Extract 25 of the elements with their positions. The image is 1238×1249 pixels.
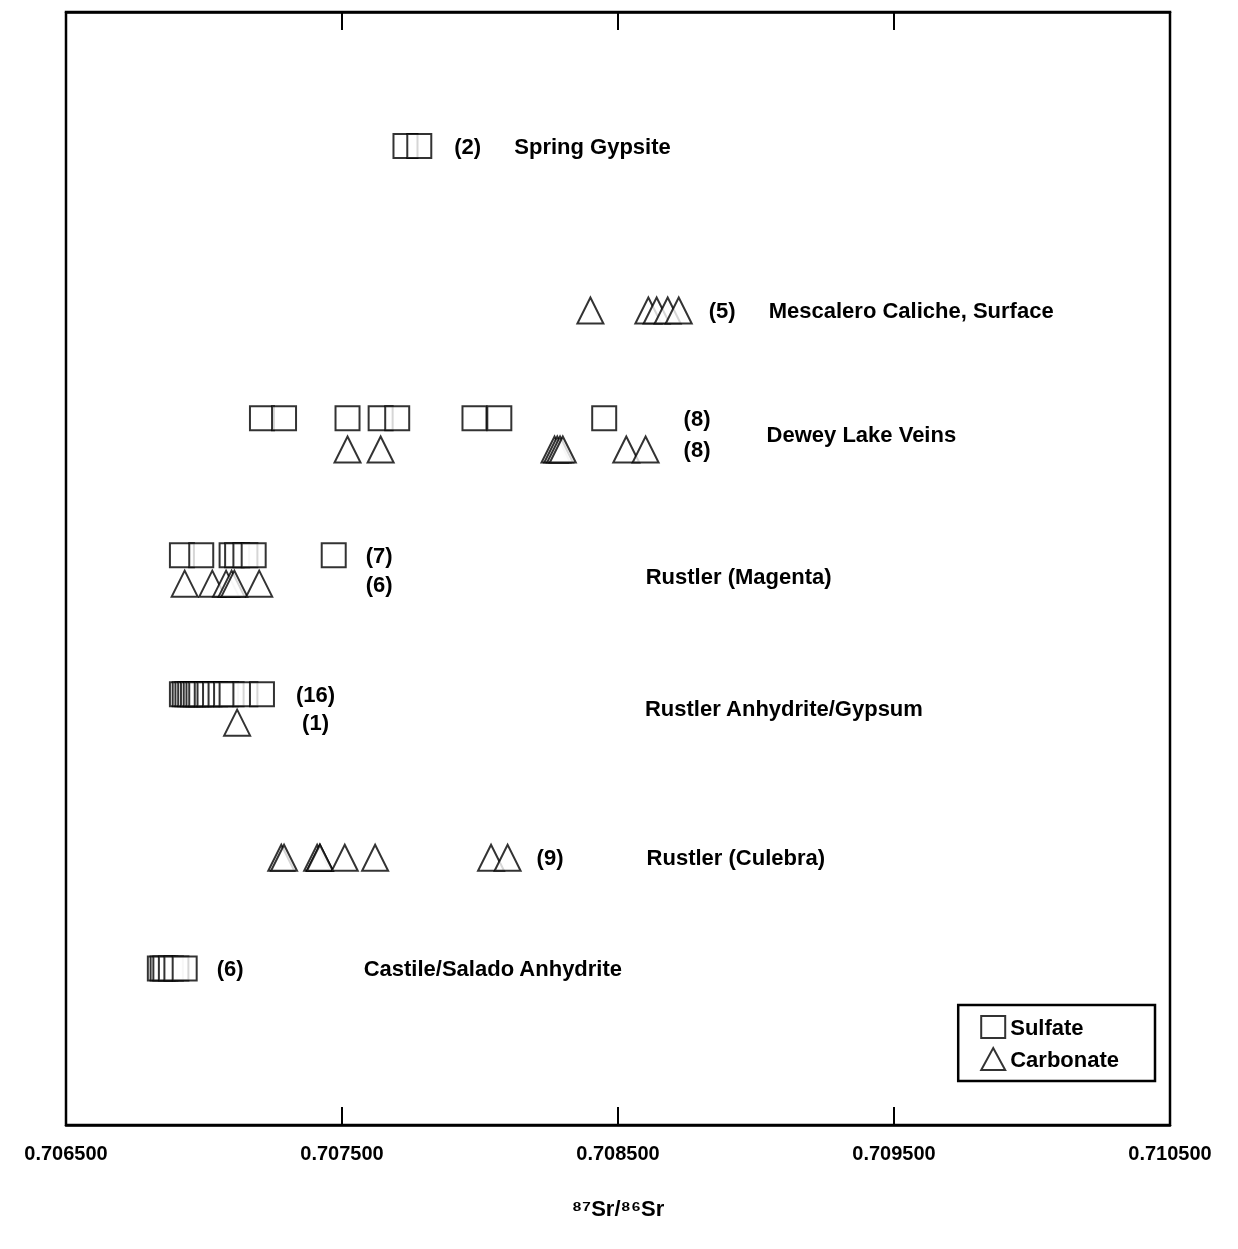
annotation: Rustler Anhydrite/Gypsum — [644, 695, 923, 721]
annotation: Mescalero Caliche, Surface — [768, 298, 1054, 324]
x-tick-label: 0.706500 — [24, 1142, 108, 1164]
annotation: (6) — [216, 955, 244, 981]
x-tick-label: 0.707500 — [300, 1142, 384, 1164]
annotation: Castile/Salado Anhydrite — [363, 955, 623, 981]
annotation: (7) — [365, 542, 393, 568]
annotation: (2) — [454, 133, 482, 159]
annotation: (8) — [683, 406, 711, 432]
annotation: Spring Gypsite — [514, 133, 671, 159]
x-axis-title: ⁸⁷Sr/⁸⁶Sr — [571, 1195, 665, 1221]
annotation: (8) — [683, 437, 711, 463]
annotation: (6) — [365, 571, 393, 597]
annotation: (1) — [302, 710, 330, 736]
annotation: (5) — [708, 298, 736, 324]
x-tick-label: 0.708500 — [576, 1142, 660, 1164]
annotation: (16) — [295, 681, 336, 707]
annotation: Dewey Lake Veins — [766, 422, 957, 448]
x-tick-label: 0.709500 — [852, 1142, 936, 1164]
x-tick-label: 0.710500 — [1128, 1142, 1212, 1164]
annotation: Rustler (Culebra) — [646, 845, 826, 871]
annotation: (9) — [536, 845, 564, 871]
legend-label: Sulfate — [1010, 1014, 1084, 1040]
legend-label: Carbonate — [1010, 1046, 1119, 1072]
annotation: Rustler (Magenta) — [645, 563, 832, 589]
